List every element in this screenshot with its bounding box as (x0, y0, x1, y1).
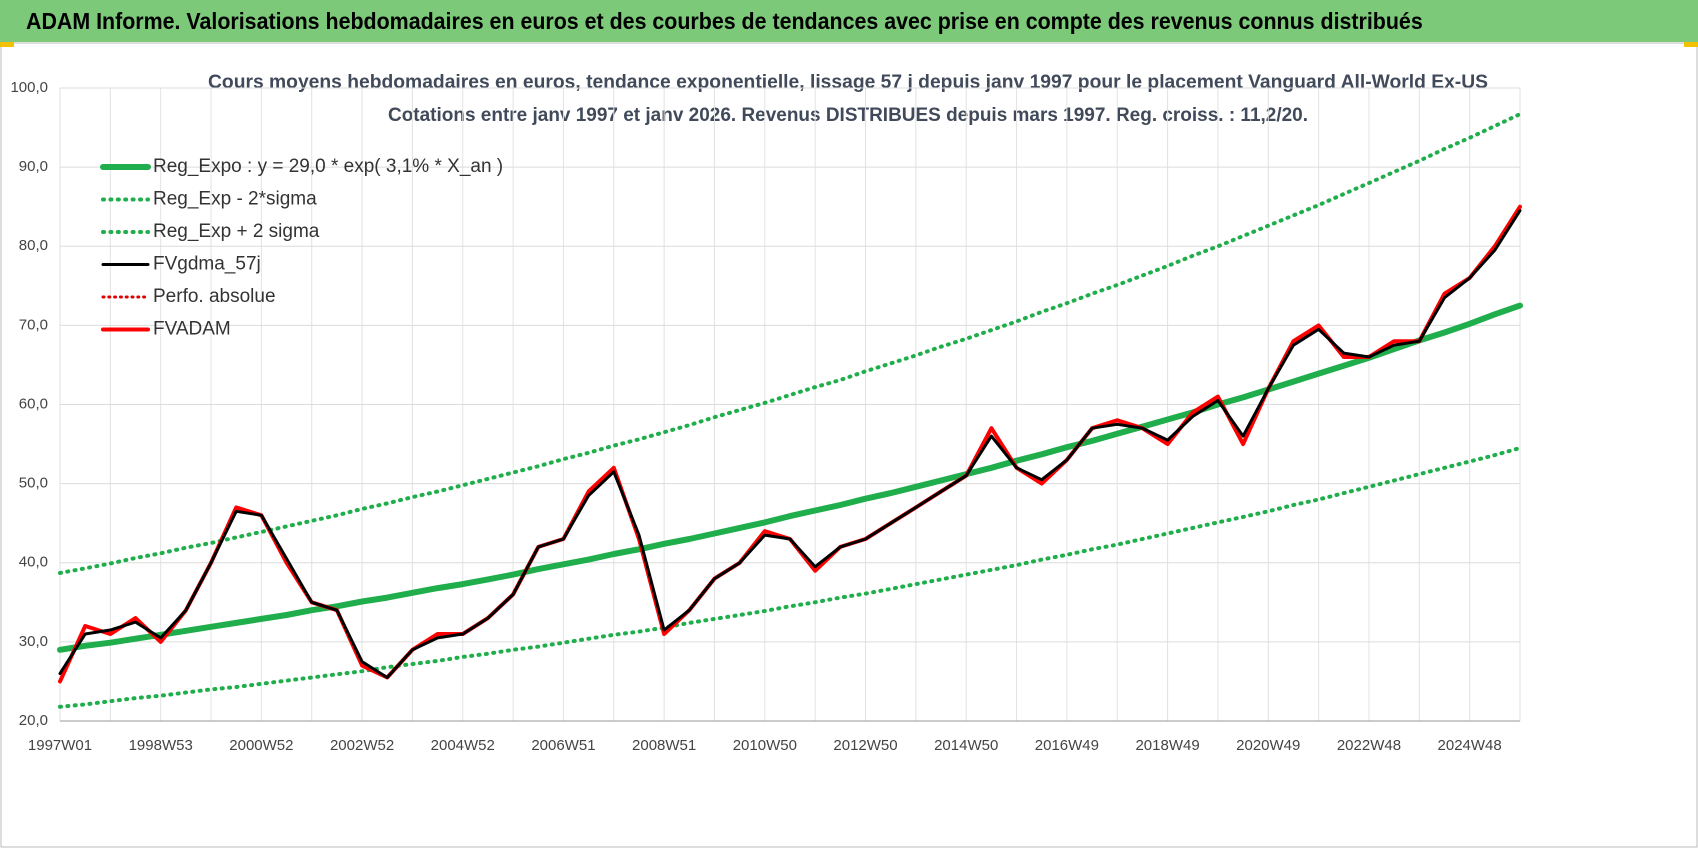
corner (1684, 42, 1698, 47)
x-tick-label: 2022W48 (1337, 737, 1401, 754)
x-tick-label: 2004W52 (431, 737, 495, 754)
legend-label: Reg_Exp + 2 sigma (153, 221, 320, 242)
x-tick-label: 1998W53 (129, 737, 193, 754)
x-tick-label: 2002W52 (330, 737, 394, 754)
x-tick-label: 2010W50 (733, 737, 797, 754)
x-tick-label: 2012W50 (833, 737, 897, 754)
legend-label: Reg_Exp - 2*sigma (153, 189, 317, 210)
chart: Cours moyens hebdomadaires en euros, ten… (0, 42, 1698, 848)
x-tick-label: 2006W51 (531, 737, 595, 754)
x-tick-label: 2000W52 (229, 737, 293, 754)
x-tick-label: 2008W51 (632, 737, 696, 754)
y-tick-label: 40,0 (19, 554, 48, 571)
y-tick-label: 20,0 (19, 712, 48, 729)
x-tick-label: 2020W49 (1236, 737, 1300, 754)
chart-frame (0, 42, 1698, 848)
x-tick-label: 2014W50 (934, 737, 998, 754)
y-tick-label: 60,0 (19, 395, 48, 412)
chart-title: Cours moyens hebdomadaires en euros, ten… (208, 72, 1488, 93)
header: ADAM Informe. Valorisations hebdomadaire… (0, 0, 1698, 42)
series-line (58, 209, 1522, 679)
x-tick-label: 2024W48 (1438, 737, 1502, 754)
y-tick-label: 100,0 (10, 79, 48, 96)
chart-subtitle: Cotations entre janv 1997 et janv 2026. … (388, 105, 1308, 126)
y-tick-label: 70,0 (19, 316, 48, 333)
y-tick-label: 90,0 (19, 158, 48, 175)
y-tick-label: 50,0 (19, 475, 48, 492)
x-tick-label: 2018W49 (1135, 737, 1199, 754)
y-tick-label: 80,0 (19, 237, 48, 254)
legend-label: FVgdma_57j (153, 254, 261, 275)
y-tick-label: 30,0 (19, 633, 48, 650)
legend-label: Perfo. absolue (153, 286, 276, 307)
legend-label: Reg_Expo : y = 29,0 * exp( 3,1% * X_an ) (153, 156, 503, 177)
series-line (58, 446, 1522, 709)
legend-label: FVADAM (153, 319, 231, 340)
x-tick-label: 1997W01 (28, 737, 92, 754)
corner (0, 42, 14, 47)
header-title: ADAM Informe. Valorisations hebdomadaire… (26, 8, 1423, 34)
series-line (57, 302, 1523, 653)
x-tick-label: 2016W49 (1035, 737, 1099, 754)
